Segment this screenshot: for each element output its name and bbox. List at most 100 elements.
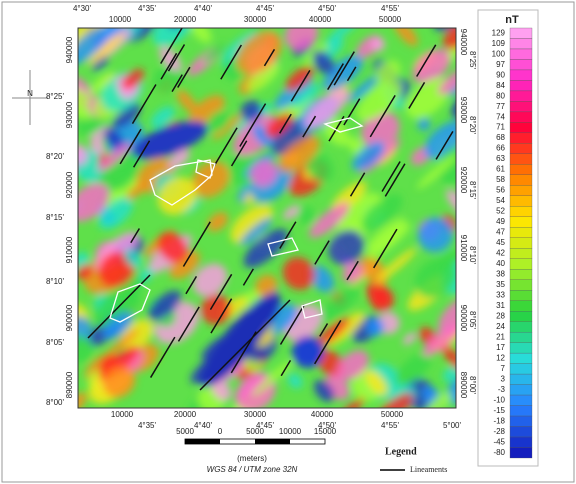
color-swatch [510,49,532,59]
bottom-utm: 10000 [111,410,134,419]
color-swatch [510,248,532,258]
right-degree: 8°05' [468,311,477,330]
legend-title: Legend [385,446,417,457]
colorbar-label: 3 [501,374,506,383]
color-swatch [510,332,532,342]
left-utm: 940000 [65,36,74,63]
colorbar-label: 33 [496,291,505,300]
left-degree: 8°10' [46,277,65,286]
colorbar-label: 66 [496,144,505,153]
projection: WGS 84 / UTM zone 32N [207,465,298,474]
colorbar-label: 49 [496,217,505,226]
color-swatch [510,143,532,153]
right-utm: 890000 [459,372,468,399]
colorbar-label: 129 [492,28,506,37]
top-degree: 4°40' [194,4,213,13]
bottom-utm: 20000 [174,410,197,419]
left-utm: 920000 [65,171,74,198]
right-degree: 8°15' [468,181,477,200]
color-swatch [510,122,532,132]
color-swatch [510,133,532,143]
bottom-degree: 4°35' [138,421,157,430]
colorbar-label: 84 [496,81,505,90]
colorbar-label: -28 [493,427,505,436]
color-swatch [510,448,532,458]
left-utm: 910000 [65,236,74,263]
color-swatch [510,385,532,395]
left-degree: 8°25' [46,92,65,101]
color-swatch [510,206,532,216]
colorbar-label: 24 [496,322,505,331]
colorbar-label: 97 [496,60,505,69]
color-swatch [510,91,532,101]
color-swatch [510,406,532,416]
left-degree: 8°05' [46,338,65,347]
color-swatch [510,112,532,122]
colorbar-label: 68 [496,133,505,142]
color-swatch [510,101,532,111]
left-degree: 8°15' [46,213,65,222]
colorbar-label: 90 [496,70,505,79]
colorbar-label: 80 [496,91,505,100]
color-swatch [510,259,532,269]
anomaly [292,336,324,368]
colorbar-label: 47 [496,228,505,237]
top-degree: 4°30' [73,4,92,13]
colorbar-label: 100 [492,49,506,58]
color-swatch [510,322,532,332]
colorbar-label: 63 [496,154,505,163]
colorbar-label: 56 [496,186,505,195]
top-degree: 4°45' [256,4,275,13]
colorbar-label: 58 [496,175,505,184]
colorbar-label: 7 [501,364,506,373]
colorbar-title: nT [505,14,519,26]
right-degree: 8°25' [468,51,477,70]
colorbar-label: -45 [493,437,505,446]
bottom-utm: 40000 [311,410,334,419]
right-utm: 940000 [459,29,468,56]
color-swatch [510,301,532,311]
bottom-utm: 50000 [381,410,404,419]
colorbar-label: 42 [496,249,505,258]
left-utm: 900000 [65,304,74,331]
bottom-degree: 5°00' [443,421,462,430]
color-swatch [510,343,532,353]
left-utm: 890000 [65,371,74,398]
scale-label: 0 [218,427,223,436]
colorbar-label: 77 [496,102,505,111]
right-degree: 8°20' [468,116,477,135]
scale-bar [185,439,325,444]
top-utm: 40000 [309,15,332,24]
color-swatch [510,395,532,405]
colorbar-label: -10 [493,395,505,404]
colorbar-label: 38 [496,270,505,279]
colorbar-label: 71 [496,123,505,132]
top-utm: 20000 [174,15,197,24]
magnetic-map [52,0,489,432]
left-degree: 8°20' [46,152,65,161]
color-swatch [510,196,532,206]
color-swatch [510,269,532,279]
left-degree: 8°00' [46,398,65,407]
color-swatch [510,238,532,248]
colorbar-label: 28 [496,312,505,321]
color-swatch [510,59,532,69]
left-utm: 930000 [65,101,74,128]
colorbar-label: 61 [496,165,505,174]
colorbar-label: 17 [496,343,505,352]
color-swatch [510,374,532,384]
scale-label: 5000 [246,427,264,436]
color-swatch [510,353,532,363]
top-utm: 50000 [379,15,402,24]
right-degree: 8°10' [468,246,477,265]
bottom-utm: 30000 [244,410,267,419]
right-utm: 920000 [459,167,468,194]
top-degree: 4°50' [318,4,337,13]
colorbar-label: 35 [496,280,505,289]
color-swatch [510,280,532,290]
scale-label: 10000 [279,427,302,436]
colorbar-label: 40 [496,259,505,268]
colorbar-label: -3 [498,385,506,394]
color-swatch [510,311,532,321]
colorbar-label: 54 [496,196,505,205]
